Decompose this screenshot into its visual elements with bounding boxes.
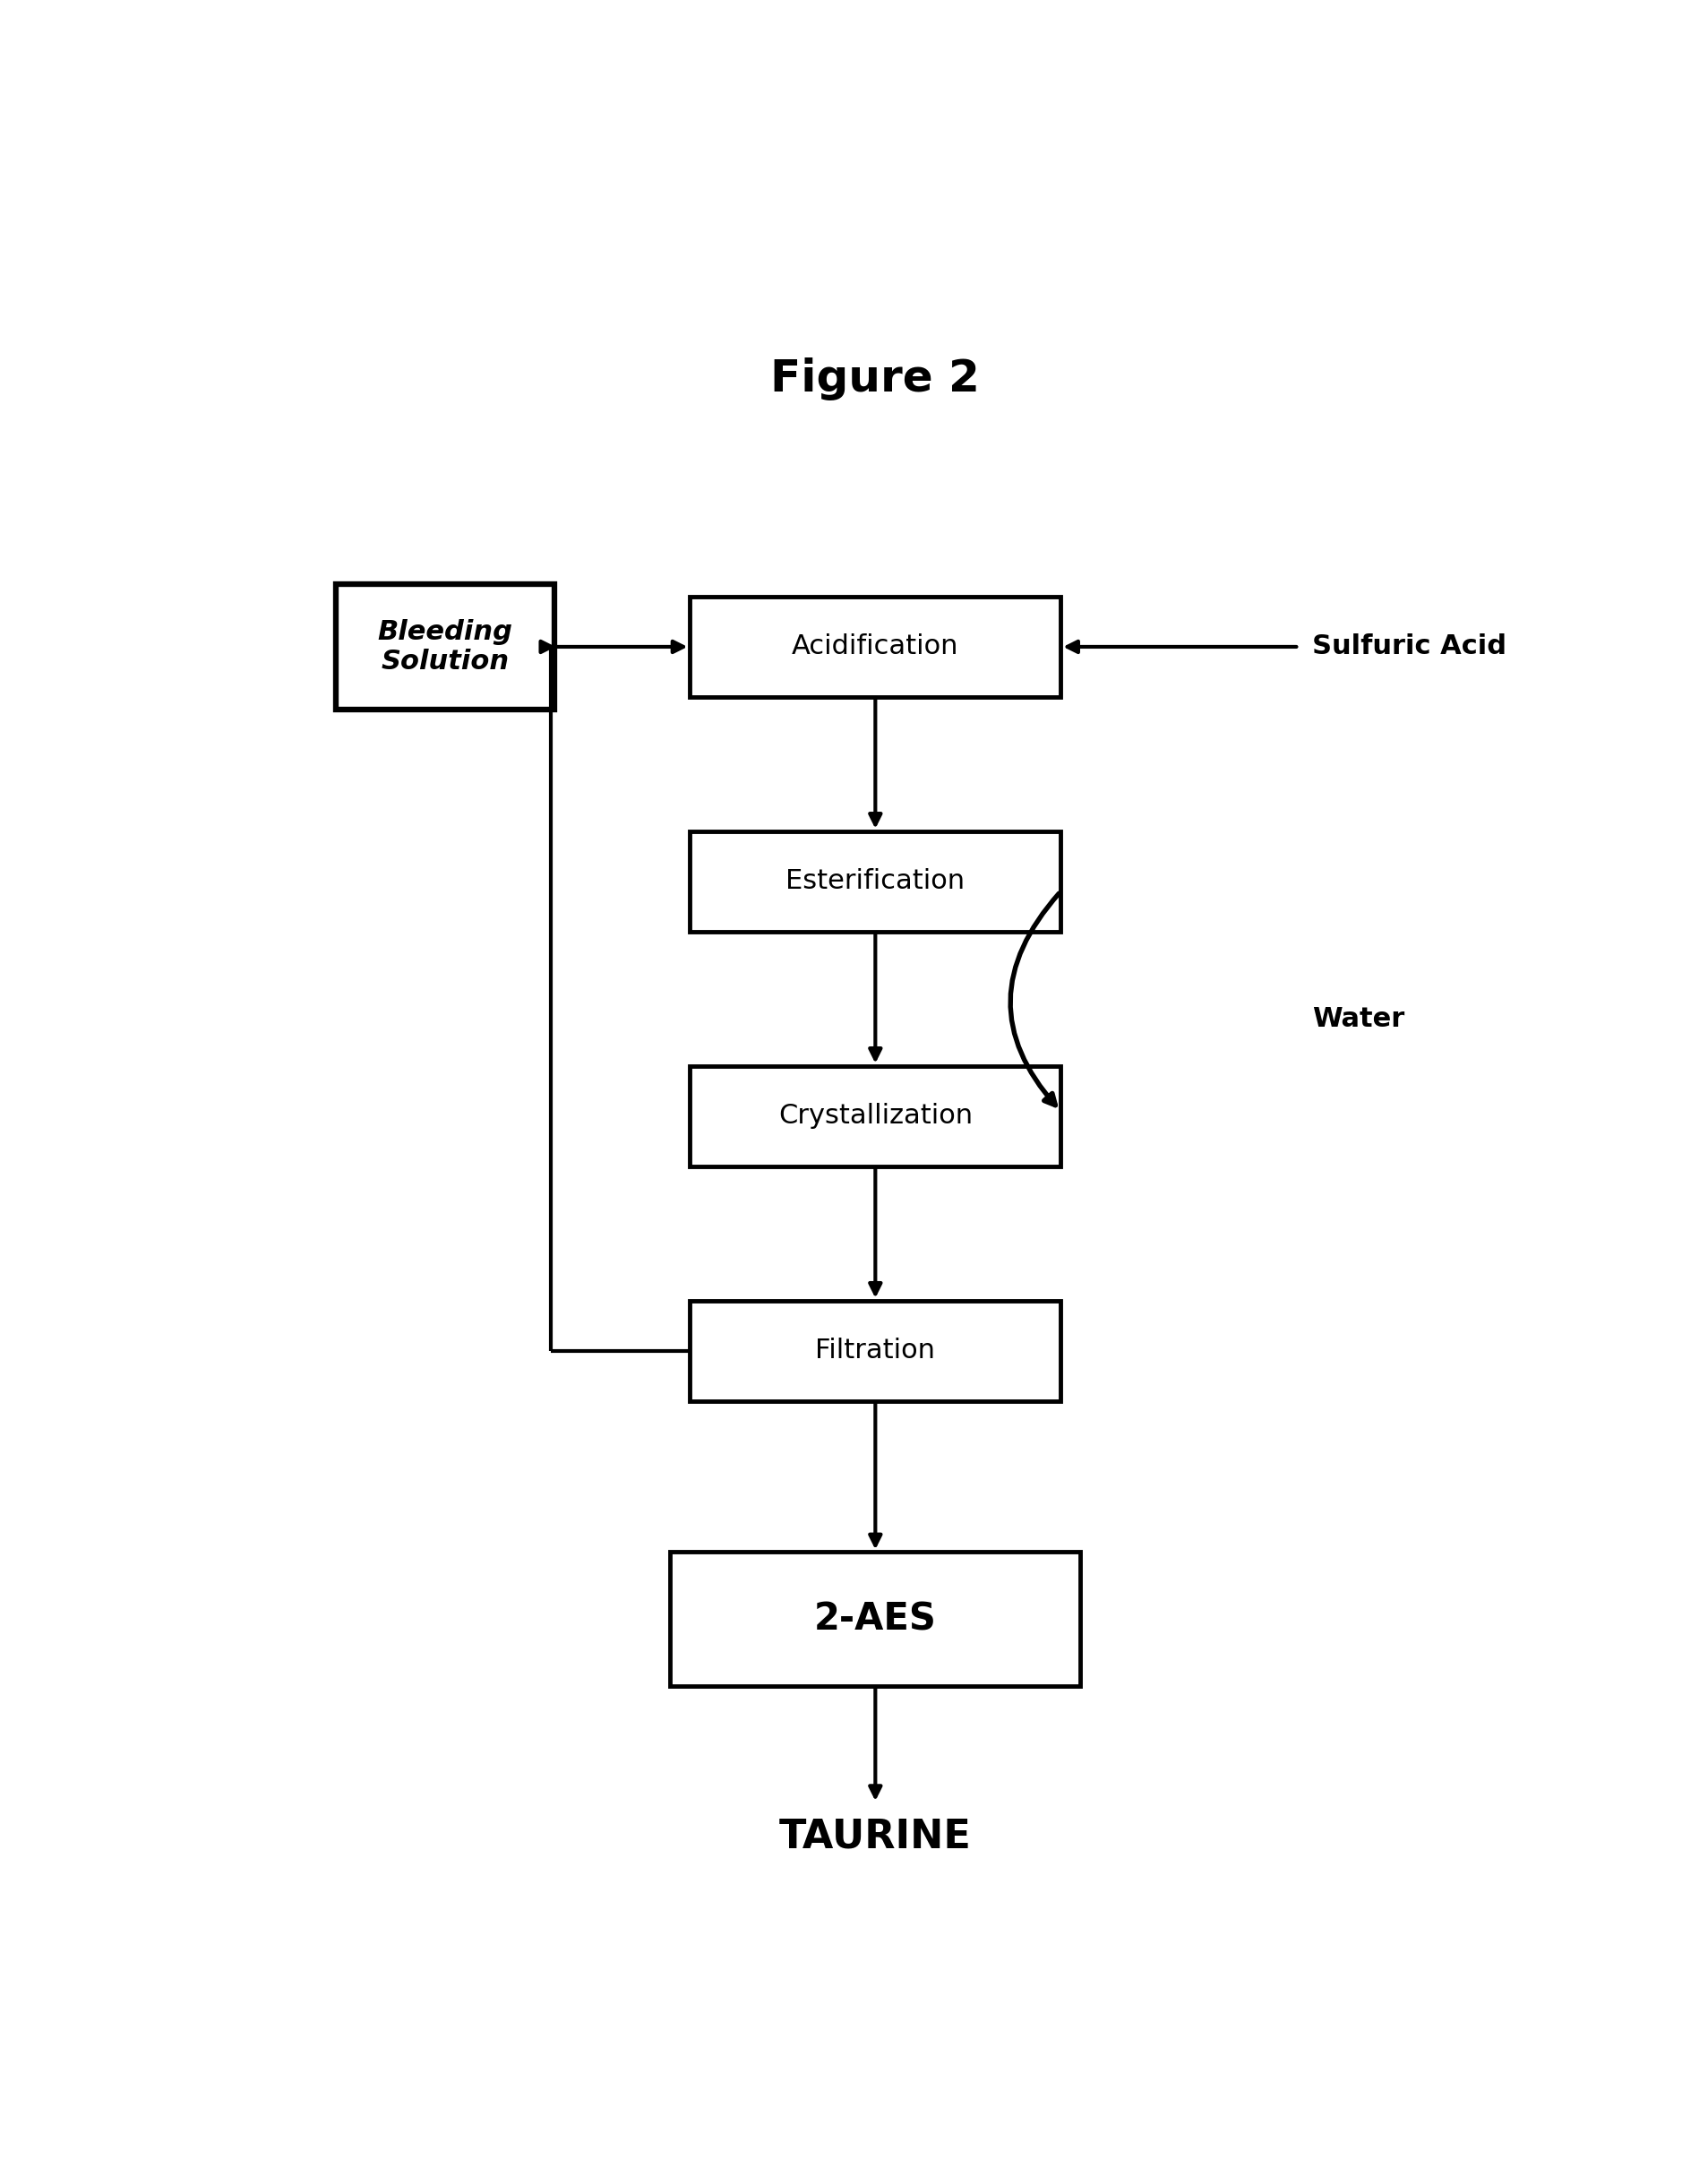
Text: Water: Water <box>1312 1006 1404 1032</box>
FancyBboxPatch shape <box>670 1552 1081 1687</box>
FancyBboxPatch shape <box>690 1300 1061 1402</box>
FancyBboxPatch shape <box>336 583 555 710</box>
Text: Crystallization: Crystallization <box>779 1104 972 1130</box>
FancyBboxPatch shape <box>690 596 1061 697</box>
FancyBboxPatch shape <box>690 832 1061 932</box>
FancyBboxPatch shape <box>690 1067 1061 1167</box>
Text: 2-AES: 2-AES <box>815 1600 936 1637</box>
FancyArrowPatch shape <box>1011 893 1059 1106</box>
Text: Esterification: Esterification <box>786 869 965 895</box>
Text: Acidification: Acidification <box>793 634 958 660</box>
Text: Filtration: Filtration <box>815 1339 936 1363</box>
Text: Figure 2: Figure 2 <box>770 357 980 401</box>
Text: Sulfuric Acid: Sulfuric Acid <box>1312 634 1506 660</box>
Text: Bleeding
Solution: Bleeding Solution <box>377 618 512 675</box>
Text: TAURINE: TAURINE <box>779 1818 972 1857</box>
